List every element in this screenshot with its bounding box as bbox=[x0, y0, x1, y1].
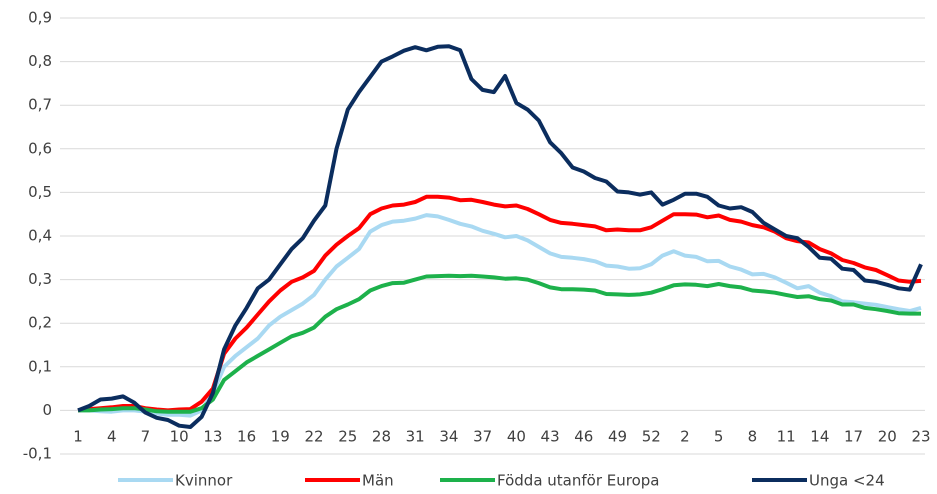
x-tick-label: 52 bbox=[642, 428, 661, 446]
x-tick-label: 7 bbox=[141, 428, 151, 446]
x-tick-label: 46 bbox=[574, 428, 593, 446]
legend-label: Kvinnor bbox=[175, 472, 233, 490]
x-tick-label: 17 bbox=[844, 428, 863, 446]
x-tick-label: 43 bbox=[541, 428, 560, 446]
x-tick-label: 22 bbox=[304, 428, 323, 446]
x-tick-label: 13 bbox=[203, 428, 222, 446]
legend-label: Unga <24 bbox=[809, 472, 885, 490]
x-tick-label: 23 bbox=[911, 428, 930, 446]
series-line bbox=[77, 194, 922, 413]
x-tick-label: 25 bbox=[338, 428, 357, 446]
x-tick-label: 16 bbox=[237, 428, 256, 446]
x-tick-label: 49 bbox=[608, 428, 627, 446]
x-tick-label: 34 bbox=[439, 428, 458, 446]
series-line bbox=[77, 44, 923, 429]
x-tick-label: 8 bbox=[748, 428, 758, 446]
legend-label: Män bbox=[362, 472, 394, 490]
series-line bbox=[78, 273, 921, 414]
y-tick-label: 0 bbox=[42, 401, 52, 419]
x-tick-label: 31 bbox=[406, 428, 425, 446]
y-tick-label: 0,5 bbox=[28, 183, 52, 201]
x-tick-label: 20 bbox=[878, 428, 897, 446]
x-tick-label: 19 bbox=[271, 428, 290, 446]
x-tick-label: 4 bbox=[107, 428, 117, 446]
series-line bbox=[78, 213, 922, 418]
y-tick-label: -0,1 bbox=[23, 445, 52, 463]
x-tick-label: 40 bbox=[507, 428, 526, 446]
x-tick-label: 11 bbox=[777, 428, 796, 446]
x-tick-label: 10 bbox=[170, 428, 189, 446]
x-tick-label: 2 bbox=[680, 428, 690, 446]
y-tick-label: 0,1 bbox=[28, 357, 52, 375]
y-tick-label: 0,9 bbox=[28, 9, 52, 27]
legend-label: Födda utanför Europa bbox=[497, 472, 659, 490]
x-tick-label: 1 bbox=[73, 428, 83, 446]
x-tick-label: 14 bbox=[810, 428, 829, 446]
y-tick-label: 0,7 bbox=[28, 96, 52, 114]
y-tick-label: 0,6 bbox=[28, 139, 52, 157]
y-tick-label: 0,8 bbox=[28, 52, 52, 70]
y-tick-label: 0,4 bbox=[28, 227, 52, 245]
x-tick-label: 28 bbox=[372, 428, 391, 446]
x-tick-label: 37 bbox=[473, 428, 492, 446]
y-tick-label: 0,2 bbox=[28, 314, 52, 332]
y-tick-label: 0,3 bbox=[28, 270, 52, 288]
x-tick-label: 5 bbox=[714, 428, 724, 446]
